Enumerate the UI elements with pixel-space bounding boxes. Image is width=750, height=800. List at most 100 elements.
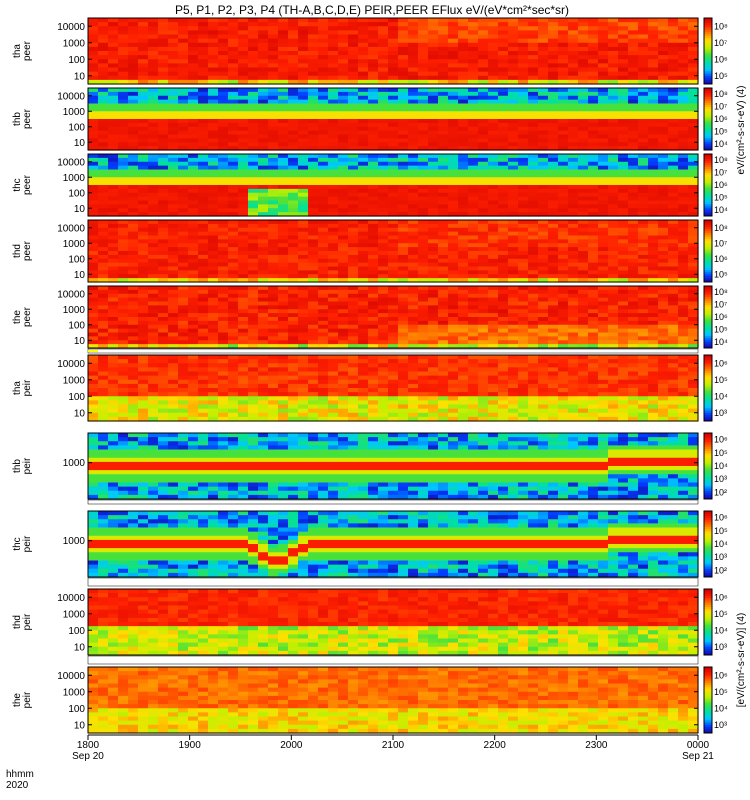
heatmap-cell <box>278 223 289 229</box>
heatmap-cell <box>178 220 189 225</box>
heatmap-cell <box>588 258 599 264</box>
heatmap-cell <box>588 177 599 182</box>
heatmap-cell <box>558 301 569 306</box>
heatmap-cell <box>248 320 259 326</box>
heatmap-cell <box>498 309 509 314</box>
heatmap-cell <box>108 51 119 56</box>
heatmap-cell <box>508 91 519 97</box>
heatmap-cell <box>618 332 629 337</box>
heatmap-cell <box>468 122 479 128</box>
heatmap-cell <box>178 317 189 322</box>
heatmap-cell <box>278 192 289 198</box>
heatmap-cell <box>158 227 169 233</box>
heatmap-cell <box>168 161 179 167</box>
heatmap-cell <box>638 138 649 143</box>
heatmap-cell <box>168 138 179 143</box>
heatmap-cell <box>348 107 359 112</box>
heatmap-cell <box>368 146 379 151</box>
heatmap-cell <box>408 309 419 314</box>
heatmap-cell <box>548 336 559 341</box>
heatmap-cell <box>568 22 579 27</box>
heatmap-cell <box>198 138 209 143</box>
heatmap-cell <box>688 270 699 275</box>
heatmap-cell <box>378 111 389 116</box>
heatmap-cell <box>538 111 549 116</box>
heatmap-cell <box>128 161 139 167</box>
heatmap-cell <box>208 71 219 77</box>
heatmap-cell <box>328 262 339 268</box>
heatmap-cell <box>198 254 209 260</box>
heatmap-cell <box>588 95 599 101</box>
heatmap-cell <box>128 91 139 97</box>
heatmap-cell <box>538 46 549 52</box>
heatmap-cell <box>348 332 359 337</box>
heatmap-cell <box>568 274 579 279</box>
heatmap-cell <box>178 223 189 229</box>
colorbar-swatch <box>704 222 712 225</box>
heatmap-cell <box>318 204 329 209</box>
heatmap-cell <box>398 107 409 112</box>
heatmap-cell <box>288 239 299 244</box>
heatmap-cell <box>458 38 469 44</box>
heatmap-cell <box>638 185 649 190</box>
heatmap-cell <box>398 154 409 159</box>
heatmap-cell <box>168 79 179 85</box>
heatmap-cell <box>168 270 179 275</box>
heatmap-cell <box>568 293 579 299</box>
heatmap-cell <box>598 286 609 291</box>
heatmap-cell <box>378 126 389 132</box>
heatmap-cell <box>638 212 649 217</box>
heatmap-cell <box>528 142 539 147</box>
heatmap-cell <box>178 305 189 310</box>
heatmap-cell <box>258 42 269 48</box>
heatmap-cell <box>668 22 679 27</box>
heatmap-cell <box>268 239 279 244</box>
heatmap-cell <box>358 192 369 198</box>
heatmap-cell <box>528 340 539 345</box>
heatmap-cell <box>478 266 489 271</box>
heatmap-cell <box>248 134 259 139</box>
heatmap-cell <box>658 134 669 139</box>
heatmap-cell <box>578 173 589 178</box>
heatmap-cell <box>438 309 449 314</box>
colorbar-swatch <box>704 116 712 120</box>
heatmap-cell <box>128 173 139 178</box>
heatmap-cell <box>228 188 239 194</box>
heatmap-cell <box>148 258 159 264</box>
heatmap-cell <box>208 55 219 60</box>
heatmap-cell <box>108 220 119 225</box>
heatmap-cell <box>318 231 329 237</box>
heatmap-cell <box>228 297 239 303</box>
heatmap-cell <box>298 344 309 349</box>
heatmap-cell <box>518 196 529 202</box>
heatmap-cell <box>328 122 339 128</box>
heatmap-cell <box>398 243 409 248</box>
heatmap-cell <box>188 278 199 283</box>
heatmap-cell <box>248 258 259 264</box>
heatmap-cell <box>558 313 569 318</box>
heatmap-cell <box>118 196 129 202</box>
heatmap-cell <box>568 278 579 283</box>
heatmap-cell <box>218 99 229 105</box>
heatmap-cell <box>128 79 139 85</box>
heatmap-cell <box>648 239 659 244</box>
heatmap-cell <box>308 297 319 303</box>
heatmap-cell <box>548 161 559 167</box>
heatmap-cell <box>288 46 299 52</box>
heatmap-cell <box>128 332 139 337</box>
heatmap-cell <box>688 63 699 69</box>
colorbar-swatch <box>704 277 712 281</box>
heatmap-cell <box>118 297 129 303</box>
heatmap-cell <box>298 313 309 318</box>
heatmap-cell <box>88 142 99 147</box>
heatmap-cell <box>618 95 629 101</box>
heatmap-cell <box>498 344 509 349</box>
heatmap-cell <box>338 157 349 163</box>
heatmap-cell <box>368 317 379 322</box>
heatmap-cell <box>398 55 409 60</box>
heatmap-cell <box>298 177 309 182</box>
heatmap-cell <box>628 26 639 31</box>
heatmap-cell <box>398 130 409 136</box>
heatmap-cell <box>528 51 539 56</box>
heatmap-cell <box>398 266 409 271</box>
